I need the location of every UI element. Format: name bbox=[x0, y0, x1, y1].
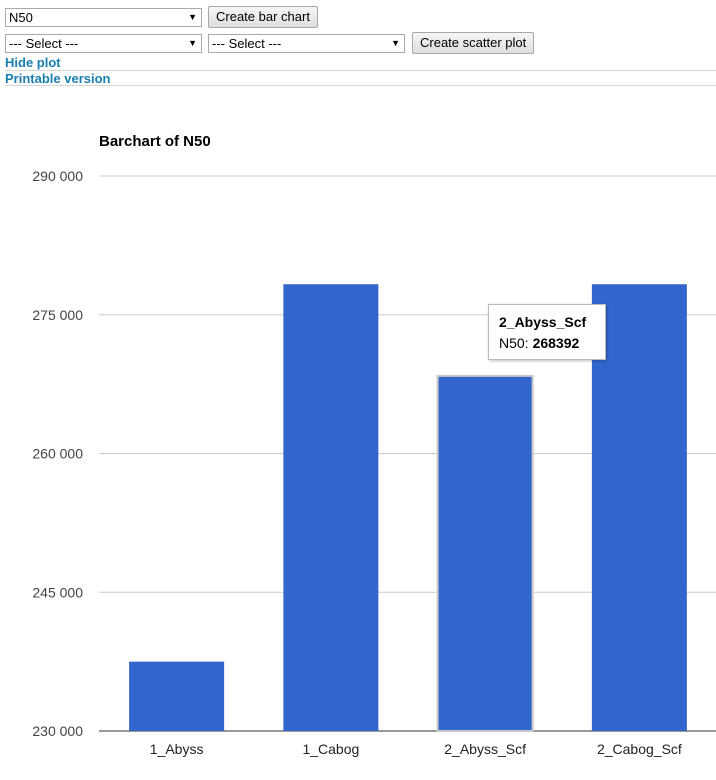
chart-title: Barchart of N50 bbox=[99, 133, 211, 150]
y-tick-label: 245 000 bbox=[32, 584, 83, 600]
bar-chart: Barchart of N50 230 000 245 000 260 000 275… bbox=[32, 133, 716, 757]
y-tick-label: 275 000 bbox=[32, 307, 83, 323]
chevron-down-icon: ▼ bbox=[188, 11, 197, 22]
bar-1_Abyss[interactable] bbox=[129, 661, 225, 731]
hide-plot-link[interactable]: Hide plot bbox=[5, 55, 61, 70]
scatter-y-select-value: --- Select --- bbox=[212, 35, 282, 51]
bar-2_Abyss_Scf[interactable] bbox=[436, 374, 534, 732]
bar-1_Cabog[interactable] bbox=[283, 284, 379, 731]
chevron-down-icon: ▼ bbox=[188, 37, 197, 48]
x-tick-label: 1_Abyss bbox=[150, 741, 204, 757]
metric-select-value: N50 bbox=[9, 9, 33, 25]
bar-chart-controls: N50 ▼ Create bar chart bbox=[5, 6, 318, 28]
x-tick-label: 1_Cabog bbox=[302, 741, 359, 757]
y-tick-label: 290 000 bbox=[32, 168, 83, 184]
bar-tooltip: 2_Abyss_Scf N50: 268392 bbox=[488, 304, 606, 360]
scatter-controls: --- Select --- ▼ --- Select --- ▼ Create… bbox=[5, 32, 535, 54]
create-scatter-plot-button[interactable]: Create scatter plot bbox=[412, 32, 535, 54]
bar-2_Cabog_Scf[interactable] bbox=[591, 284, 687, 731]
chevron-down-icon: ▼ bbox=[391, 37, 400, 48]
printable-version-link[interactable]: Printable version bbox=[5, 71, 111, 86]
metric-select[interactable]: N50 ▼ bbox=[5, 7, 202, 27]
divider bbox=[5, 70, 716, 71]
tooltip-title: 2_Abyss_Scf bbox=[499, 314, 587, 330]
scatter-y-select[interactable]: --- Select --- ▼ bbox=[208, 33, 405, 53]
tooltip-value: 268392 bbox=[532, 335, 580, 351]
x-tick-label: 2_Cabog_Scf bbox=[597, 741, 682, 757]
divider bbox=[5, 85, 716, 86]
y-tick-label: 230 000 bbox=[32, 723, 83, 739]
scatter-x-select[interactable]: --- Select --- ▼ bbox=[5, 33, 202, 53]
tooltip-metric-label: N50: bbox=[499, 335, 529, 351]
y-tick-label: 260 000 bbox=[32, 446, 83, 462]
scatter-x-select-value: --- Select --- bbox=[9, 35, 79, 51]
x-tick-label: 2_Abyss_Scf bbox=[444, 741, 526, 757]
create-bar-chart-button[interactable]: Create bar chart bbox=[208, 6, 318, 28]
